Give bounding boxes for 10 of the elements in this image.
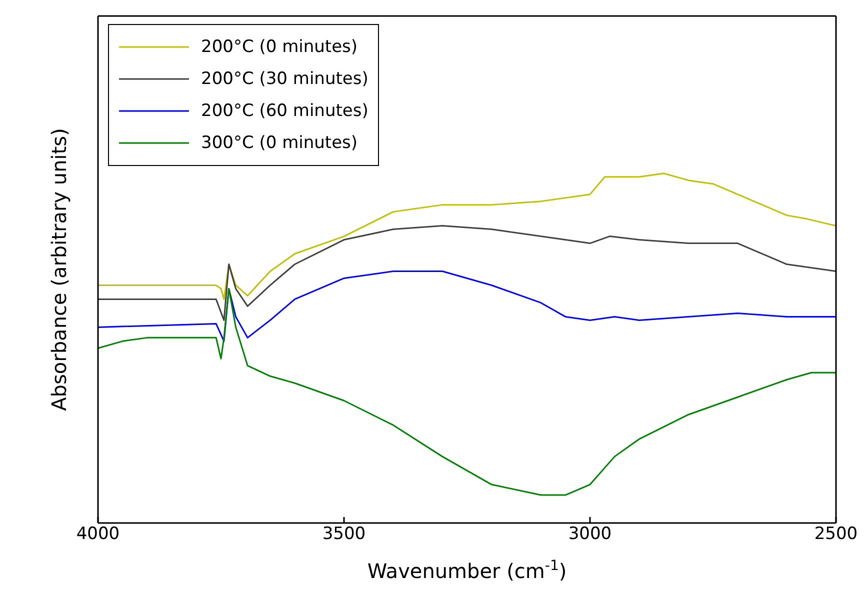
legend-label: 200°C (30 minutes) bbox=[201, 69, 368, 89]
x-axis-title: Wavenumber (cm$^{-1}$) bbox=[367, 558, 567, 583]
legend-label: 200°C (60 minutes) bbox=[201, 101, 368, 121]
legend-label: 300°C (0 minutes) bbox=[201, 133, 358, 153]
y-axis-title: Absorbance (arbitrary units) bbox=[47, 128, 71, 411]
x-tick-label: 2500 bbox=[814, 524, 858, 544]
x-tick-label: 4000 bbox=[76, 524, 120, 544]
legend-label: 200°C (0 minutes) bbox=[201, 37, 358, 57]
x-tick-label: 3500 bbox=[322, 524, 366, 544]
x-tick-label: 3000 bbox=[568, 524, 612, 544]
